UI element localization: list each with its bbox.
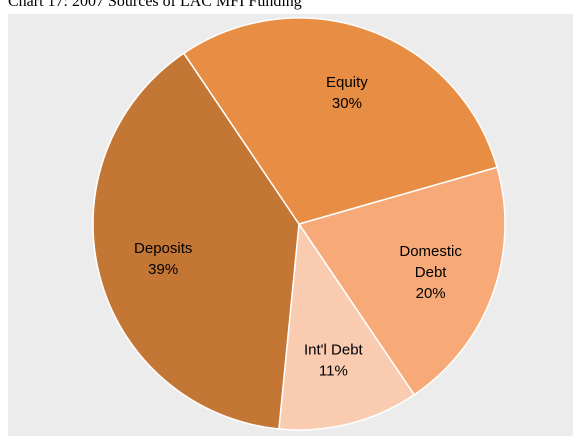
pie-chart: Domestic Debt 20%Int'l Debt 11%Deposits 39%E… xyxy=(0,0,581,442)
